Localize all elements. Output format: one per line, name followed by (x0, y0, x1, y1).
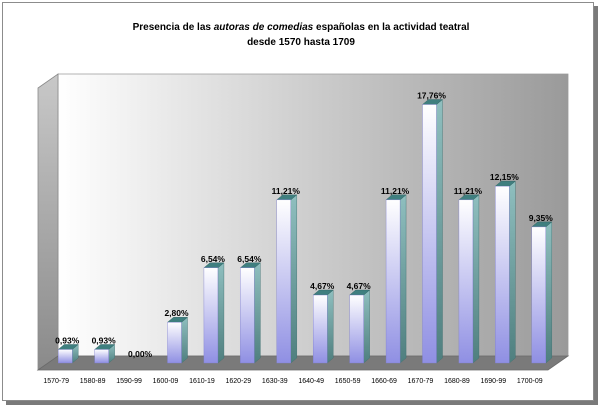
bar (58, 349, 73, 364)
bar-side (509, 180, 516, 364)
bar (385, 199, 401, 364)
data-label: 2,80% (164, 308, 189, 318)
bar-group: 0,93% 0,93% 0,00% 2,80% 6,54% 6,54% 11,21% 4,67… (55, 90, 554, 364)
bar (276, 199, 291, 364)
data-label: 0,00% (128, 349, 153, 359)
bar (458, 199, 474, 364)
bar (94, 349, 109, 364)
bar-side (290, 194, 297, 364)
bar-side (254, 262, 261, 364)
x-tick-label: 1620-29 (226, 378, 252, 385)
data-label: 4,67% (347, 281, 372, 291)
bar-side (217, 262, 225, 364)
bar (422, 104, 437, 364)
x-tick-label: 1590-99 (116, 378, 142, 385)
back-wall (57, 73, 569, 357)
data-label: 11,21% (381, 186, 410, 196)
bar-side (327, 289, 334, 364)
chart-title-line-1: Presencia de las autoras de comedias esp… (132, 22, 470, 33)
data-label: 11,21% (454, 186, 483, 196)
bar-side (399, 194, 407, 364)
chart-walls (36, 73, 570, 371)
bar (495, 185, 510, 364)
data-label: 4,67% (310, 281, 335, 291)
x-tick-label: 1660-69 (371, 378, 397, 385)
bar (203, 267, 219, 364)
bar-side (472, 194, 480, 364)
bar (349, 294, 364, 364)
x-axis-ticks: 1570-79 1580-89 1590-99 1600-09 1610-19 1620-… (43, 378, 542, 385)
x-tick-label: 1670-79 (408, 378, 434, 385)
bar-side (545, 221, 552, 364)
x-tick-label: 1600-09 (153, 378, 179, 385)
x-tick-label: 1580-89 (80, 378, 106, 385)
bar (313, 294, 328, 364)
bar (167, 322, 182, 364)
chart-title: Presencia de las autoras de comedias esp… (0, 20, 602, 50)
x-tick-label: 1690-99 (481, 378, 507, 385)
x-tick-label: 1650-59 (335, 378, 361, 385)
data-label: 11,21% (272, 186, 301, 196)
data-label: 6,54% (201, 254, 226, 264)
data-label: 9,35% (529, 213, 554, 223)
data-label: 12,15% (490, 172, 519, 182)
x-tick-label: 1570-79 (43, 378, 69, 385)
side-wall (37, 73, 59, 371)
bar (531, 226, 546, 364)
x-tick-label: 1640-49 (298, 378, 324, 385)
chart-title-line-2: desde 1570 hasta 1709 (247, 37, 355, 48)
floor (36, 355, 570, 371)
bar-side (363, 289, 370, 364)
data-label: 6,54% (237, 254, 262, 264)
data-label: 0,93% (92, 335, 117, 345)
bar (240, 267, 255, 364)
x-tick-label: 1700-09 (517, 378, 543, 385)
x-tick-label: 1610-19 (189, 378, 215, 385)
data-label: 17,76% (417, 90, 446, 100)
data-label: 0,93% (55, 335, 80, 345)
x-tick-label: 1630-39 (262, 378, 288, 385)
x-tick-label: 1680-89 (444, 378, 470, 385)
bar-side (181, 316, 188, 364)
bar-side (436, 99, 443, 364)
